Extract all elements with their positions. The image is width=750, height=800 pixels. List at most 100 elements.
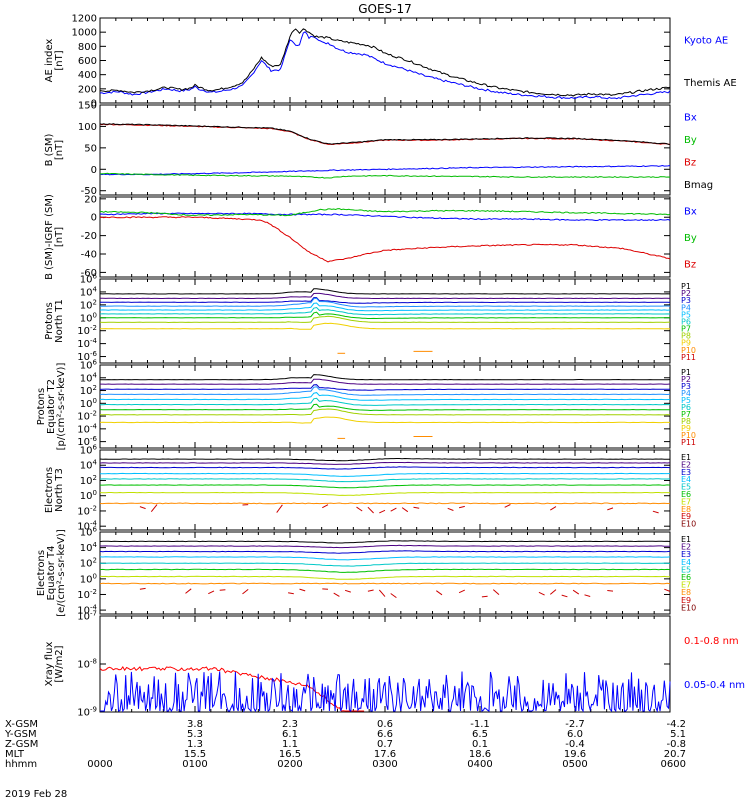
channel-segment	[299, 588, 306, 592]
y-tick-label: 0	[91, 165, 97, 176]
channel-line	[100, 544, 670, 549]
x-axis-value: 5.3	[187, 729, 203, 740]
x-axis-value: 17.6	[374, 749, 396, 760]
y-tick-label: 800	[78, 42, 97, 53]
y-tick-label: 100	[80, 489, 97, 502]
x-axis-value: -0.4	[565, 739, 585, 750]
channel-label: E10	[681, 520, 696, 529]
channel-label: P3	[681, 296, 691, 305]
y-tick-label: -20	[81, 231, 97, 242]
channel-line	[99, 582, 671, 585]
x-axis-value: 0300	[372, 759, 397, 770]
channel-segment	[607, 507, 614, 511]
y-axis-label: Electrons	[44, 467, 55, 513]
channel-segment	[584, 594, 591, 597]
y-tick-label: 150	[78, 101, 97, 112]
y-tick-label: 10-2	[77, 410, 97, 423]
channel-line	[99, 568, 671, 573]
figure-title: GOES-17	[358, 2, 412, 16]
x-axis-value: -0.8	[666, 739, 686, 750]
channel-label: P5	[681, 396, 691, 405]
y-axis-label: Protons	[44, 302, 55, 339]
channel-segment	[208, 590, 215, 595]
channel-line	[99, 386, 671, 396]
series-line	[99, 31, 671, 100]
series-line	[99, 28, 671, 97]
x-axis-value: 1.1	[282, 739, 298, 750]
x-axis-row-label: hhmm	[5, 759, 37, 770]
channel-line	[100, 378, 671, 385]
channel-label: P8	[681, 332, 691, 341]
channel-label: P11	[681, 353, 696, 362]
channel-line	[99, 550, 671, 554]
channel-label: E4	[681, 558, 691, 567]
y-tick-label: 102	[80, 557, 97, 570]
x-axis-row-label: X-GSM	[5, 719, 38, 730]
y-axis-label: Electrons	[36, 550, 47, 596]
y-tick-label: 10-2	[77, 588, 97, 601]
channel-line	[100, 397, 670, 406]
channel-line	[100, 292, 671, 300]
channel-label: P2	[681, 289, 691, 298]
channel-segment	[413, 506, 420, 509]
xray-short-line	[100, 671, 671, 713]
x-axis-value: 18.6	[469, 749, 491, 760]
series-line	[99, 172, 671, 179]
y-tick-label: 106	[80, 359, 98, 372]
channel-line	[99, 466, 671, 470]
panel-frame	[99, 196, 671, 278]
x-axis-value: 16.5	[279, 749, 301, 760]
y-axis-label: AE index	[44, 39, 55, 83]
channel-label: P9	[681, 424, 691, 433]
xray-long-line	[99, 665, 365, 712]
y-axis-label: [W/m2]	[54, 645, 65, 682]
legend-entry: Themis AE	[683, 78, 737, 89]
channel-label: E5	[681, 483, 691, 492]
x-axis-value: -2.7	[565, 719, 585, 730]
channel-label: P9	[681, 339, 691, 348]
x-axis-value: 0.1	[472, 739, 488, 750]
channel-segment	[367, 589, 374, 592]
y-tick-label: 1000	[72, 28, 97, 39]
y-tick-label: -50	[81, 186, 97, 197]
channel-line	[99, 392, 671, 401]
channel-segment	[333, 592, 340, 597]
channel-segment	[458, 589, 466, 594]
channel-line	[99, 540, 671, 544]
legend-entry: Bmag	[684, 180, 713, 191]
channel-label: E3	[681, 468, 691, 477]
y-axis-label: [nT]	[54, 50, 65, 70]
channel-segment	[242, 589, 249, 595]
channel-label: E10	[681, 603, 696, 612]
y-tick-label: 10-9	[77, 706, 97, 719]
channel-segment	[492, 589, 500, 595]
y-tick-label: 10-6	[77, 350, 97, 363]
x-axis-value: 15.5	[184, 749, 206, 760]
panel-frame	[99, 278, 671, 364]
x-axis-value: -4.2	[666, 719, 686, 730]
x-axis-value: 0500	[562, 759, 587, 770]
y-tick-label: 0	[91, 213, 97, 224]
channel-segment	[607, 590, 614, 592]
channel-label: E9	[681, 596, 691, 605]
y-tick-label: -60	[81, 268, 97, 279]
y-tick-label: 102	[80, 384, 97, 397]
channel-label: P10	[681, 346, 696, 355]
x-axis-value: 6.1	[282, 729, 298, 740]
y-tick-label: 10-2	[77, 504, 97, 517]
channel-label: P4	[681, 303, 691, 312]
series-line	[99, 212, 671, 222]
channel-line	[99, 297, 671, 304]
channel-line	[99, 457, 670, 462]
channel-line	[99, 288, 671, 295]
y-tick-label: 10-8	[77, 658, 97, 671]
channel-label: P7	[681, 325, 691, 334]
legend-entry: By	[684, 135, 697, 146]
x-axis-value: 5.1	[670, 729, 686, 740]
y-tick-label: 100	[80, 397, 97, 410]
x-axis-value: -1.1	[470, 719, 490, 730]
channel-line	[99, 575, 670, 580]
panel-ae: AE index [nT] 1200 1000 800 600 400 200 0 Kyoto A…	[44, 14, 737, 110]
